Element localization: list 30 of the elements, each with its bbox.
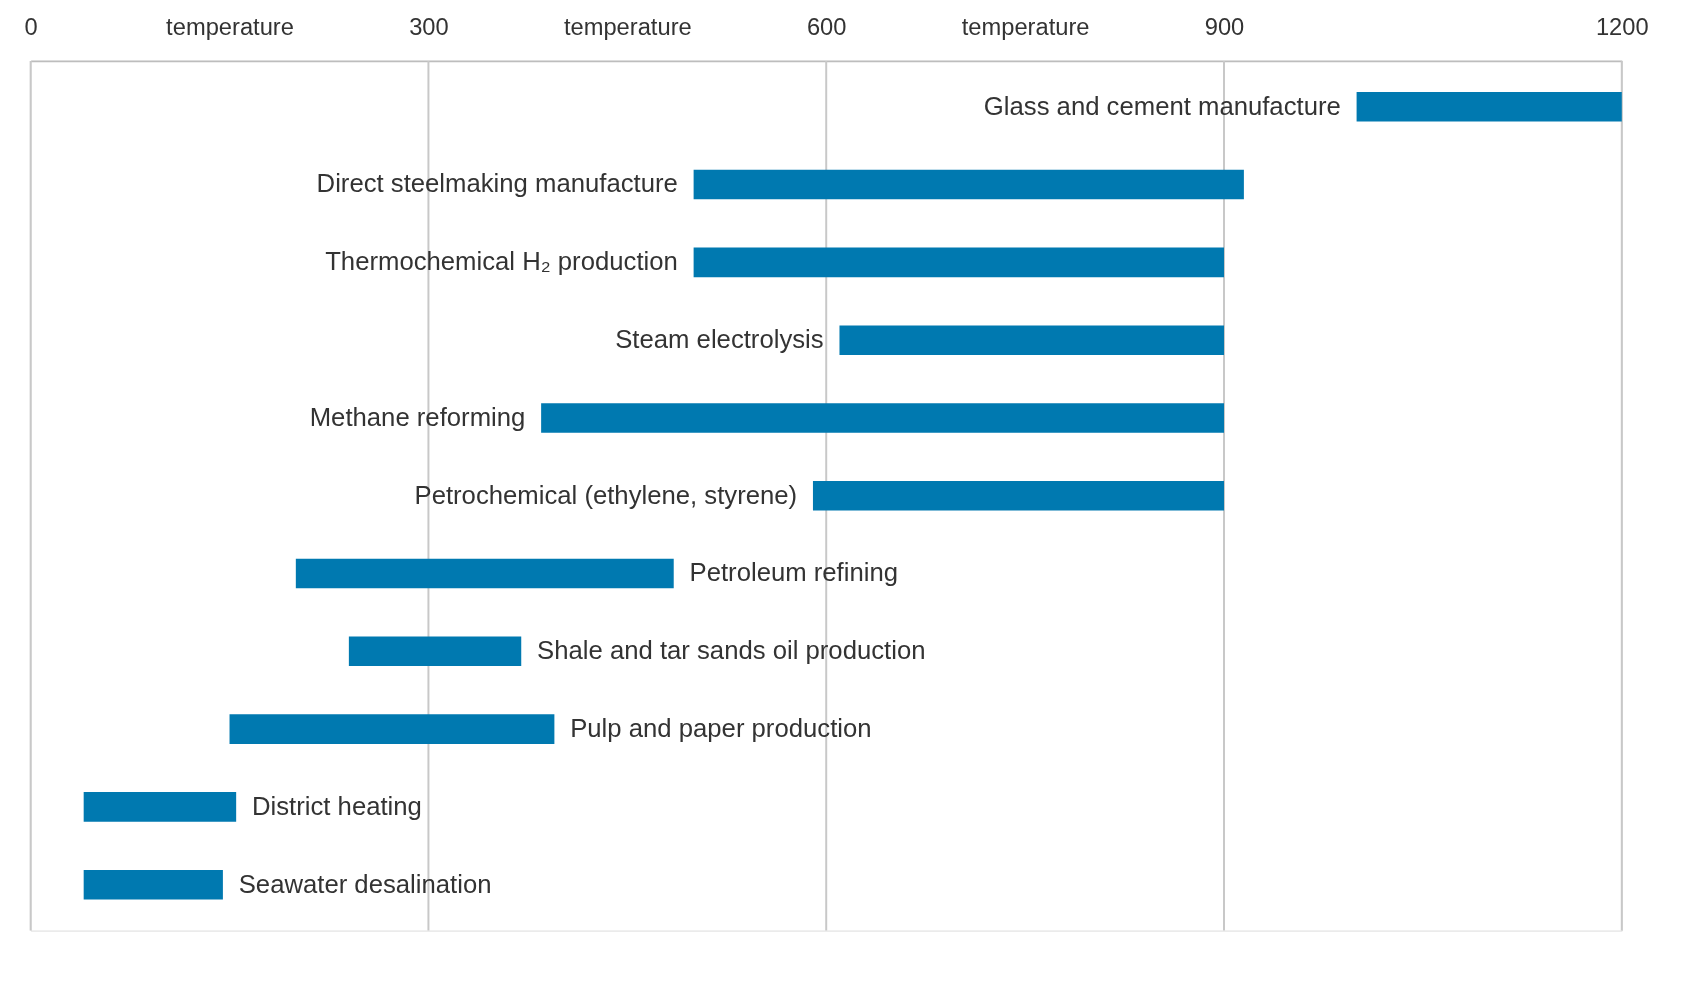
bar [839, 325, 1224, 355]
x-tick-label: 300 [409, 13, 449, 40]
y-tick-label: Methane reforming [309, 402, 526, 431]
bar [229, 714, 555, 744]
bar [83, 869, 223, 900]
x-tick-label: temperature [166, 13, 294, 40]
y-tick-label: Petrochemical (ethylene, styrene) [414, 480, 798, 509]
y-tick-label: Petroleum refining [689, 558, 899, 587]
y-tick-label: Glass and cement manufacture [983, 91, 1341, 120]
x-tick-label: 900 [1204, 13, 1245, 40]
x-tick-label: temperature [961, 13, 1090, 40]
bar [1356, 92, 1622, 122]
y-tick-label: Steam electrolysis [615, 325, 824, 354]
bar [295, 558, 674, 589]
x-tick-label: 0 [24, 13, 38, 40]
y-tick-label: District heating [251, 791, 422, 820]
y-tick-label: Thermochemical H₂ production [325, 247, 678, 276]
y-tick-label: Direct steelmaking manufacture [316, 169, 678, 198]
y-tick-label: Pulp and paper production [570, 714, 872, 743]
bar [693, 247, 1224, 278]
x-tick-label: temperature [563, 13, 692, 40]
y-tick-label: Shale and tar sands oil production [537, 636, 926, 665]
bar [812, 480, 1224, 511]
bar [693, 169, 1244, 200]
bar [541, 403, 1224, 433]
bar [83, 792, 237, 822]
bar [348, 636, 522, 667]
y-tick-label: Seawater desalination [238, 869, 492, 898]
x-tick-label: 600 [806, 13, 847, 40]
x-tick-label: 1200 [1595, 13, 1649, 40]
